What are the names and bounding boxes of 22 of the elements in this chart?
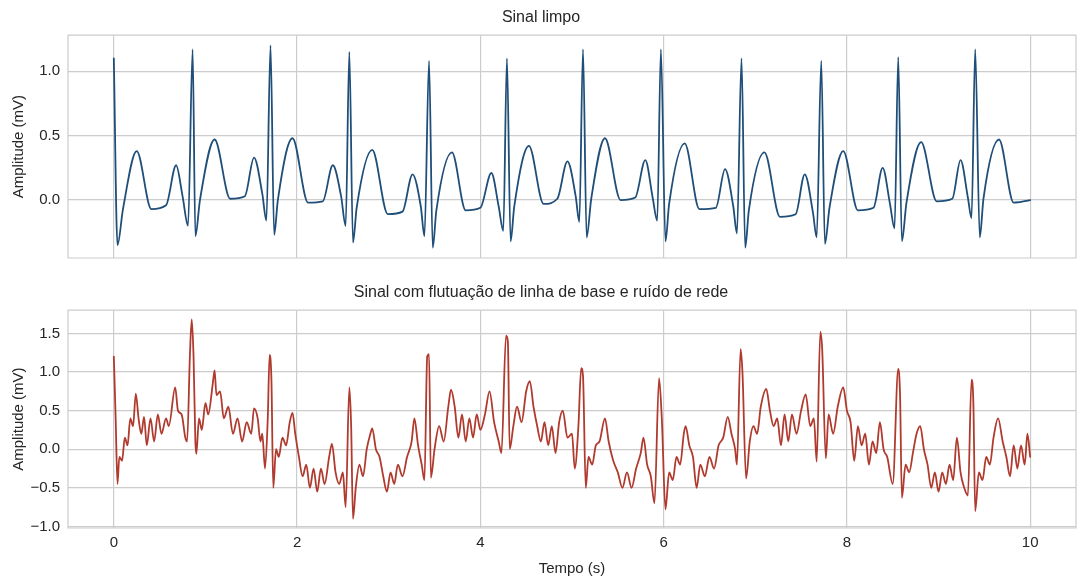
x-tick-label: 8 xyxy=(842,533,852,551)
y-tick-label: 1.0 xyxy=(39,362,60,380)
y-tick-label: 0.5 xyxy=(39,125,60,143)
x-tick-label: 10 xyxy=(1021,533,1039,551)
line-series xyxy=(112,44,1032,249)
y-tick-label: 1.5 xyxy=(39,323,60,341)
y-tick-label: 0.0 xyxy=(39,190,60,208)
y-tick-label: 0.0 xyxy=(39,439,60,457)
x-tick-label: 4 xyxy=(476,533,485,551)
x-tick-label: 0 xyxy=(109,533,118,551)
line-series xyxy=(112,318,1032,520)
y-tick-label: 1.0 xyxy=(39,61,60,79)
y-tick-label: −0.5 xyxy=(30,477,60,495)
x-axis-title: Tempo (s) xyxy=(538,559,606,577)
chart-title: Sinal limpo xyxy=(501,8,581,26)
y-axis-title: Amplitude (mV) xyxy=(9,367,27,471)
x-tick-label: 2 xyxy=(292,533,302,551)
x-tick-label: 6 xyxy=(659,533,668,551)
chart-title: Sinal com flutuação de linha de base e ruído de rede xyxy=(353,283,729,301)
y-tick-label: 0.5 xyxy=(39,400,60,418)
y-axis-title: Amplitude (mV) xyxy=(9,94,27,199)
y-tick-label: −1.0 xyxy=(30,516,60,534)
